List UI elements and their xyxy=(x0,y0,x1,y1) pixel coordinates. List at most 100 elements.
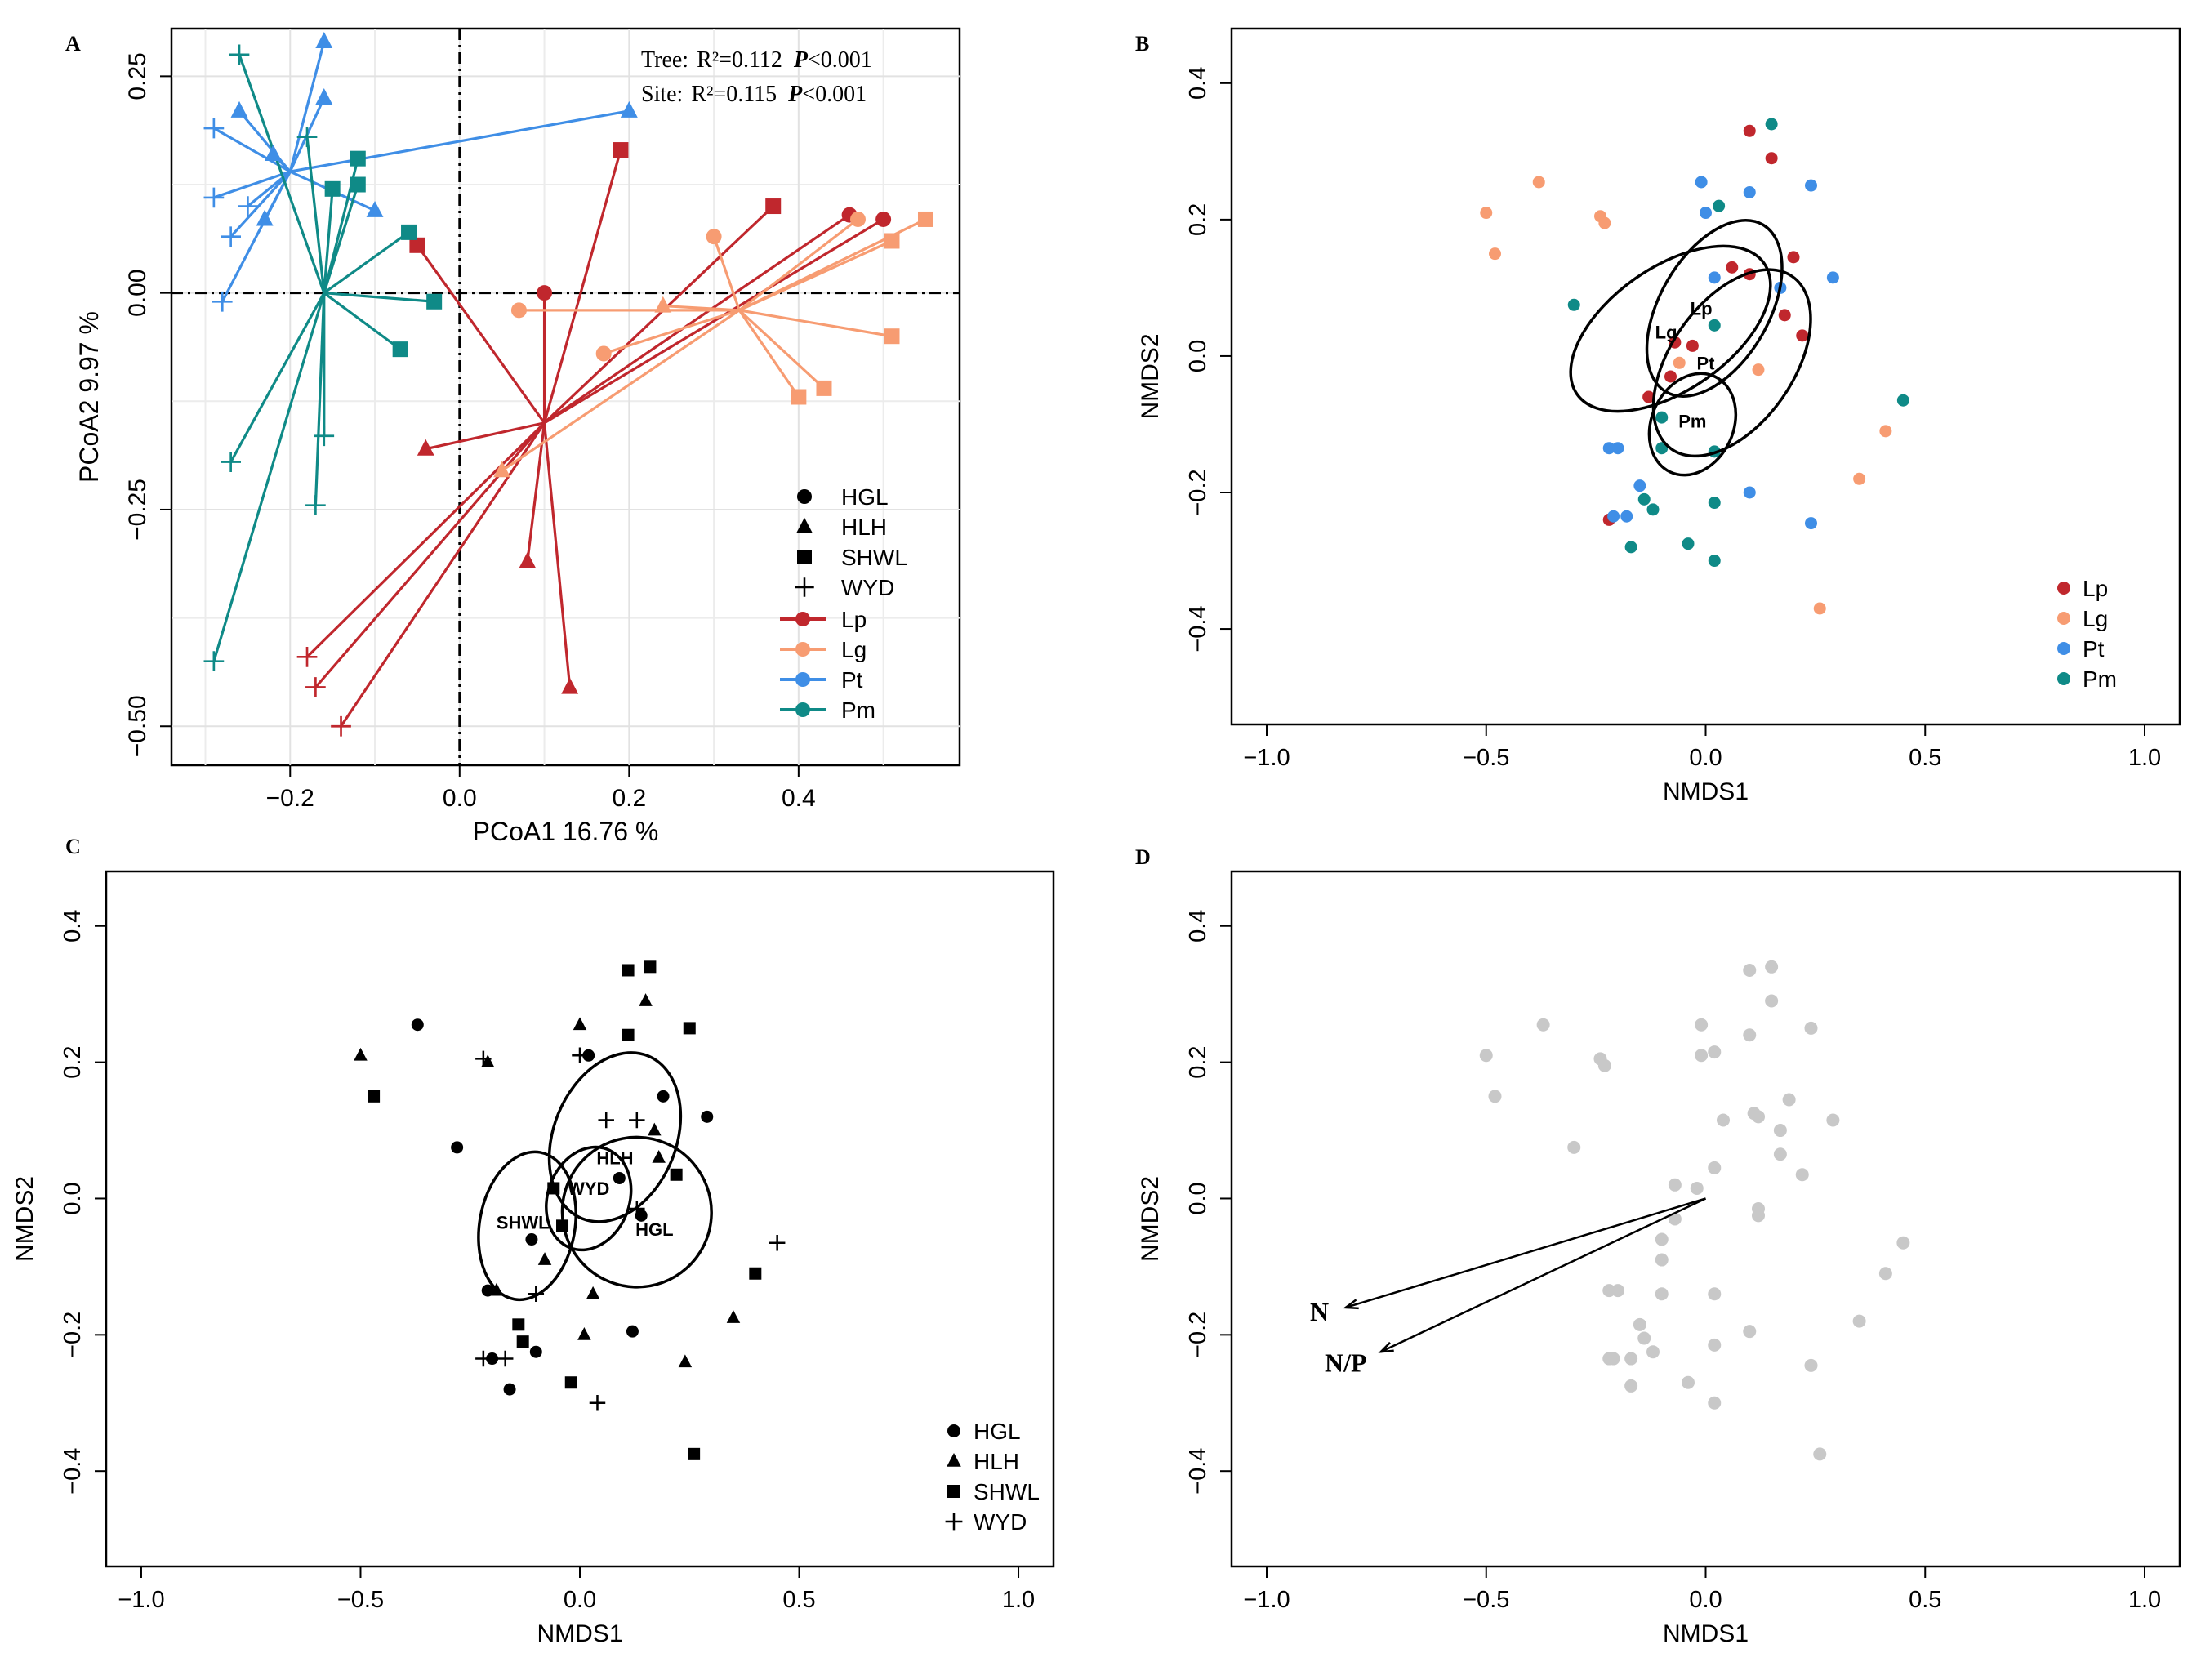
data-point xyxy=(1536,1018,1550,1032)
data-point xyxy=(230,100,248,118)
data-point xyxy=(1480,207,1493,220)
data-point xyxy=(1878,1267,1892,1281)
data-point xyxy=(701,1110,714,1123)
data-point xyxy=(1743,486,1756,499)
legend-marker xyxy=(795,702,810,717)
data-point xyxy=(884,328,900,345)
data-point xyxy=(296,647,318,667)
data-point xyxy=(1813,1447,1827,1461)
data-point xyxy=(1620,510,1633,523)
data-point xyxy=(203,187,225,208)
data-point xyxy=(706,229,722,245)
data-point xyxy=(657,1090,670,1103)
data-point xyxy=(629,1112,645,1129)
data-point xyxy=(620,100,638,118)
x-tick-label: 0.5 xyxy=(1909,1587,1941,1613)
data-point xyxy=(305,677,326,697)
y-tick-label: 0.2 xyxy=(1185,1045,1211,1078)
confidence-ellipse xyxy=(477,1150,577,1302)
data-point xyxy=(816,380,832,396)
panel-d-nmds: D −1.0 −0.5 0.0 0.5 1.0 −0.4 −0.2 0.0 0.2 0.4 NMDS1… xyxy=(1135,845,2181,1647)
data-point xyxy=(203,651,225,672)
data-point xyxy=(1668,1178,1682,1192)
data-point xyxy=(203,118,225,139)
legend-label: HLH xyxy=(841,515,887,540)
data-point xyxy=(1804,1358,1818,1372)
data-point xyxy=(1655,1287,1669,1301)
x-tick-label: −1.0 xyxy=(1243,1587,1290,1613)
data-point xyxy=(1896,1236,1910,1250)
data-point xyxy=(1708,555,1721,568)
data-point xyxy=(238,196,258,216)
data-point xyxy=(1664,370,1677,383)
data-point xyxy=(1743,124,1756,137)
legend: Lp Lg Pt Pm xyxy=(2057,576,2117,692)
x-tick-label: 0.0 xyxy=(443,785,477,812)
x-tick-label: −0.5 xyxy=(337,1587,384,1613)
data-point xyxy=(654,296,672,313)
vector-label: N xyxy=(1310,1297,1329,1326)
confidence-ellipse xyxy=(1651,268,1812,458)
data-point xyxy=(354,1047,368,1061)
data-point xyxy=(1479,1049,1493,1063)
confidence-ellipse xyxy=(545,1145,633,1252)
data-point xyxy=(1717,1113,1730,1127)
data-point xyxy=(212,291,233,312)
data-point xyxy=(1708,1287,1722,1301)
data-point xyxy=(586,1286,600,1299)
confidence-ellipse xyxy=(1647,372,1738,477)
ellipse-label: Lg xyxy=(1655,323,1677,343)
spoke-line xyxy=(738,309,826,390)
legend-marker xyxy=(2057,612,2070,625)
data-point xyxy=(648,1122,662,1136)
spoke-line xyxy=(323,189,334,293)
y-tick-label: 0.2 xyxy=(1185,203,1211,236)
y-tick-label: 0.0 xyxy=(1185,340,1211,372)
data-point xyxy=(256,209,274,226)
data-point xyxy=(1743,1325,1757,1339)
grid-lines xyxy=(172,29,960,765)
legend-marker xyxy=(797,550,812,564)
data-point xyxy=(1597,1058,1611,1072)
data-point xyxy=(1765,994,1779,1008)
legend-label: HGL xyxy=(841,484,889,510)
y-tick-label: −0.2 xyxy=(1185,1312,1211,1358)
data-point xyxy=(475,1350,492,1367)
spoke-line xyxy=(738,218,859,312)
data-point xyxy=(1646,503,1660,516)
data-point xyxy=(670,1168,683,1181)
data-point xyxy=(622,964,635,977)
legend-marker xyxy=(795,642,810,657)
legend-marker xyxy=(945,1513,963,1531)
data-point xyxy=(1695,1049,1709,1063)
data-point xyxy=(644,960,657,974)
data-point xyxy=(1624,1379,1638,1393)
spoke-line xyxy=(314,292,326,506)
stats-r2: R²=0.115 xyxy=(691,82,777,107)
plot-frame xyxy=(1230,27,2181,726)
data-point xyxy=(1489,247,1501,261)
data-point xyxy=(451,1141,464,1154)
data-point xyxy=(1655,411,1669,424)
data-point xyxy=(1708,271,1721,284)
data-point xyxy=(296,127,318,147)
spoke-line xyxy=(305,421,546,658)
y-tick-label: 0.25 xyxy=(124,52,151,100)
data-point xyxy=(613,1171,626,1184)
x-tick-label: 1.0 xyxy=(2128,1587,2161,1613)
data-point xyxy=(1826,271,1839,284)
legend-label: HLH xyxy=(974,1449,1019,1474)
data-point xyxy=(1778,309,1791,322)
data-point xyxy=(503,1383,516,1396)
legend-label: SHWL xyxy=(841,545,907,570)
data-point xyxy=(265,144,282,161)
legend-marker xyxy=(947,1453,961,1467)
y-tick-label: 0.00 xyxy=(124,269,151,316)
data-point xyxy=(537,1252,552,1265)
panel-b-nmds: B −1.0 −0.5 0.0 0.5 1.0 −0.4 −0.2 0.0 0.2 0.4 NMDS1… xyxy=(1135,27,2181,805)
data-point xyxy=(726,1310,741,1323)
data-point xyxy=(1713,199,1726,212)
data-point xyxy=(1488,1090,1502,1103)
panel-label: A xyxy=(65,32,81,56)
data-point xyxy=(525,1233,538,1246)
